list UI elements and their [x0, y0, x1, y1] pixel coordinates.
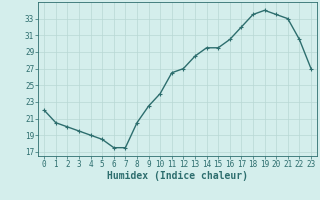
X-axis label: Humidex (Indice chaleur): Humidex (Indice chaleur): [107, 171, 248, 181]
